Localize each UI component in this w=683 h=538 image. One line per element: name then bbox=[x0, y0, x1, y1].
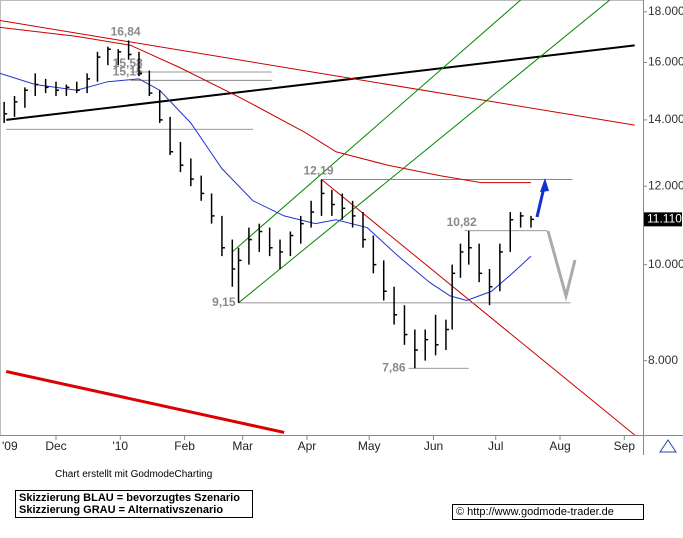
level-label: 15,58 bbox=[113, 56, 143, 70]
y-tick-label: 14.000 bbox=[648, 112, 683, 126]
last-price-label: 11.110 bbox=[647, 212, 682, 226]
notes-box: Skizzierung BLAU = bevorzugtes Szenario … bbox=[15, 490, 253, 518]
scenario-blue-head bbox=[540, 178, 549, 192]
note: Skizzierung BLAU = bevorzugtes Szenario bbox=[19, 492, 240, 504]
x-tick-label: Aug bbox=[549, 439, 570, 453]
level-label: 7,86 bbox=[382, 360, 406, 374]
level-label: 12,19 bbox=[303, 164, 333, 178]
y-tick-label: 16.000 bbox=[648, 55, 683, 69]
trendline bbox=[6, 44, 635, 121]
level-label: 9,15 bbox=[212, 295, 236, 309]
plot-frame bbox=[0, 0, 644, 436]
x-tick-label: Dec bbox=[45, 439, 66, 453]
trendline bbox=[5, 370, 285, 434]
moving-average bbox=[0, 26, 531, 184]
moving-average bbox=[0, 72, 532, 302]
source-box: © http://www.godmode-trader.de bbox=[452, 504, 644, 520]
y-tick-label: 18.000 bbox=[648, 4, 683, 18]
last-price-box bbox=[644, 212, 682, 227]
x-tick-label: '09 bbox=[2, 439, 18, 453]
x-tick-label: Apr bbox=[298, 439, 317, 453]
trendline bbox=[321, 179, 636, 436]
trendline bbox=[0, 19, 635, 126]
scenario-gray bbox=[546, 230, 577, 302]
x-tick-label: Sep bbox=[614, 439, 636, 453]
y-tick-label: 8.000 bbox=[648, 353, 678, 367]
x-tick-label: Feb bbox=[174, 439, 195, 453]
note: Skizzierung GRAU = Alternativszenario bbox=[19, 504, 224, 516]
trendline bbox=[238, 0, 611, 304]
level-label: 16,84 bbox=[111, 25, 141, 39]
x-tick-label: Jul bbox=[488, 439, 503, 453]
y-tick-label: 12.000 bbox=[648, 178, 683, 192]
y-tick-label: 10.000 bbox=[648, 257, 683, 271]
level-label: 10,82 bbox=[447, 215, 477, 229]
chart: 8.000 10.000 12.000 14.000 16.000 18.000 '09 De… bbox=[0, 0, 683, 455]
x-tick-label: Mar bbox=[232, 439, 253, 453]
trendline bbox=[231, 0, 521, 253]
x-tick-label: Jun bbox=[424, 439, 443, 453]
credit: Chart erstellt mit GodmodeCharting bbox=[55, 469, 213, 480]
x-tick-label: '10 bbox=[112, 439, 128, 453]
level-label: 15,15 bbox=[113, 64, 143, 78]
x-tick-label: May bbox=[358, 439, 381, 453]
logo-icon bbox=[659, 439, 677, 453]
